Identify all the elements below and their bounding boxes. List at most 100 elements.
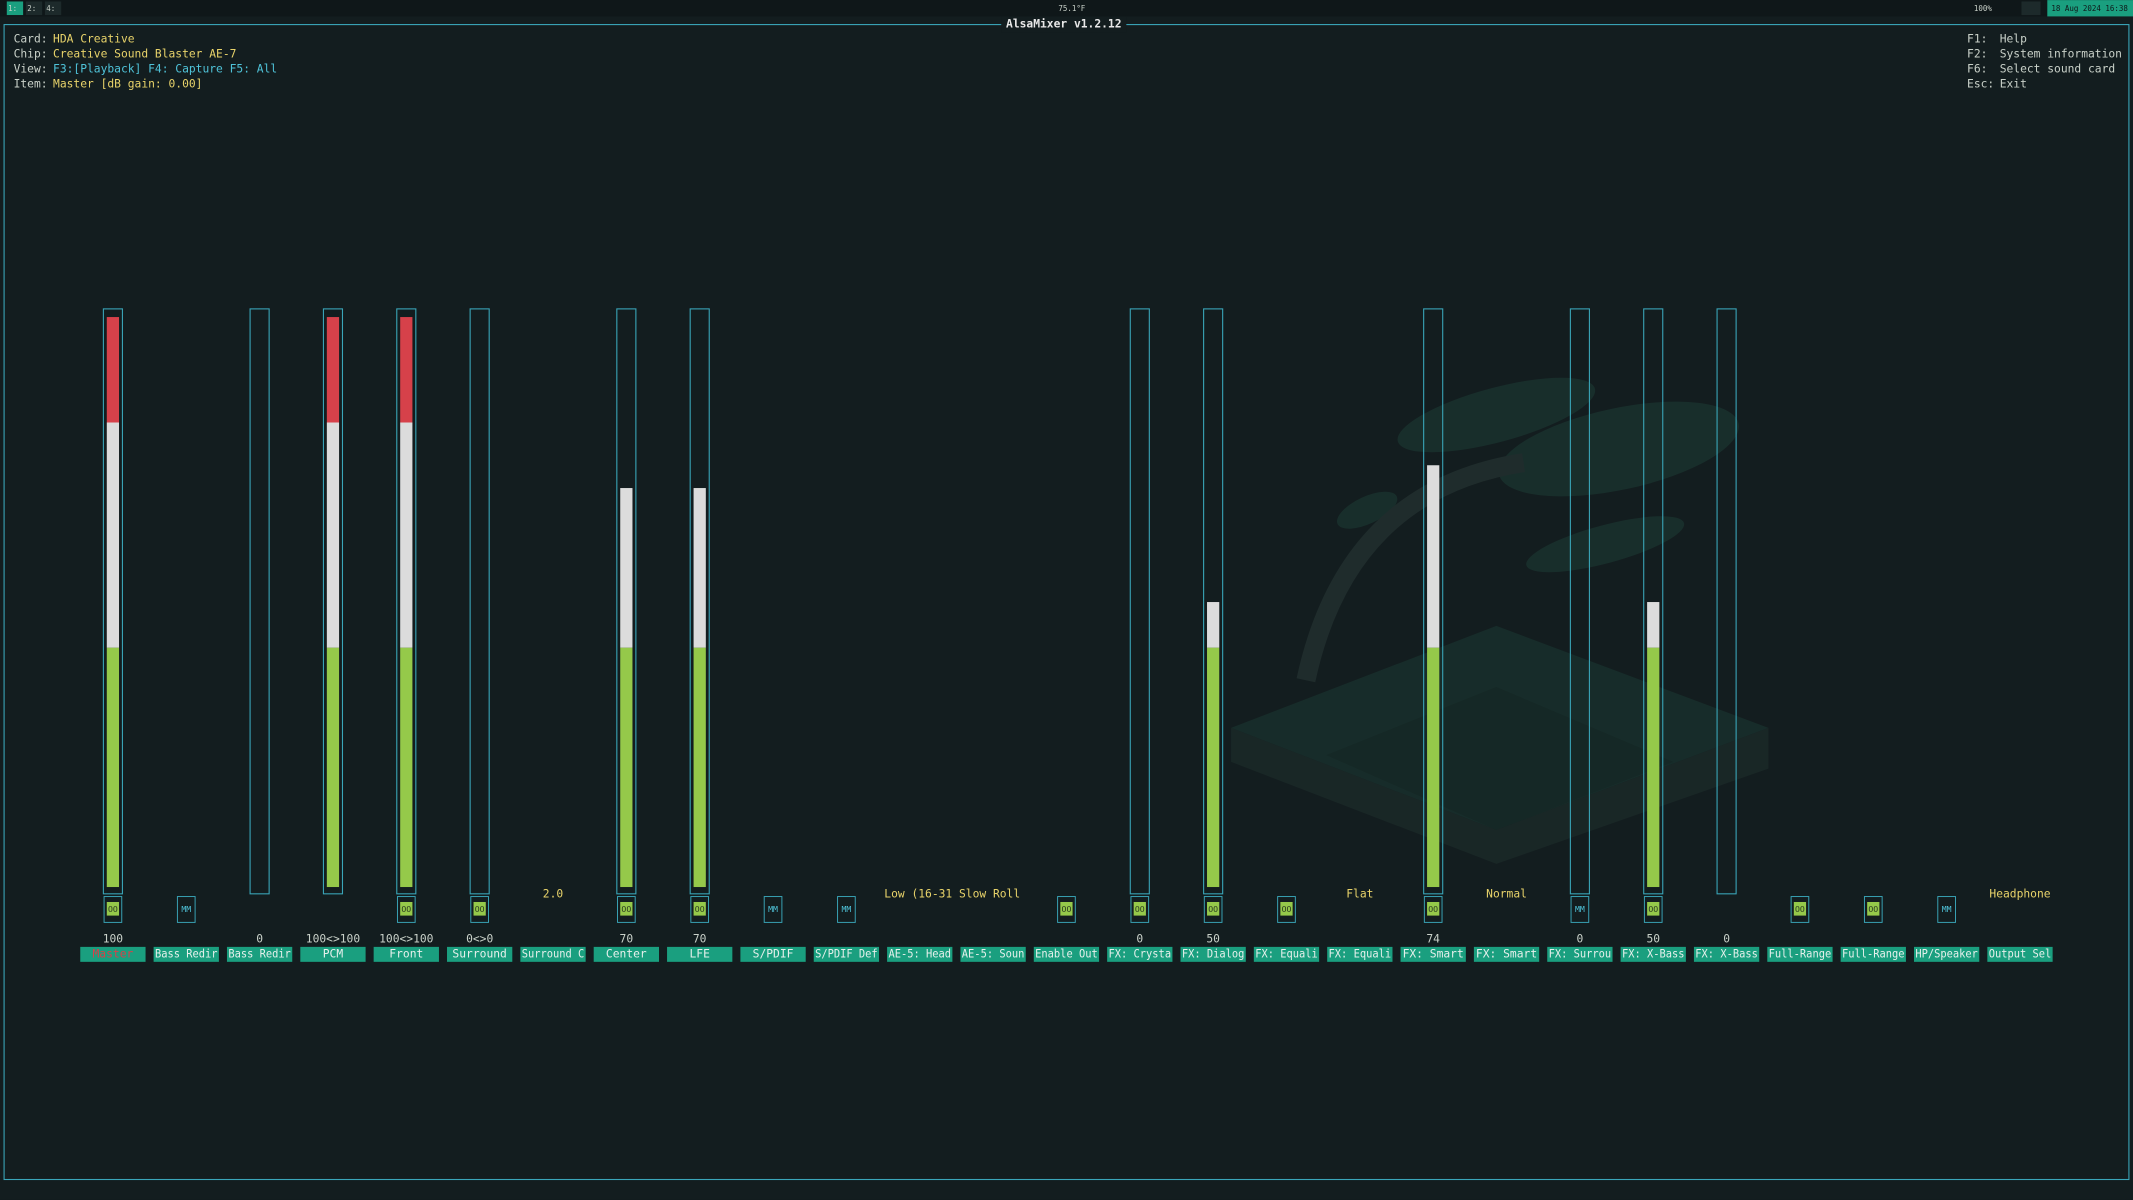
value-label: 50 bbox=[1206, 932, 1220, 945]
switch-state: OO bbox=[621, 904, 631, 914]
level-green bbox=[1207, 647, 1220, 888]
volume-frame bbox=[1423, 308, 1444, 895]
info-label: View: bbox=[14, 62, 48, 75]
control-name-bg bbox=[373, 946, 439, 962]
level-white bbox=[106, 422, 120, 648]
control-name: S/PDIF Def bbox=[815, 947, 878, 960]
level-white bbox=[400, 422, 413, 648]
control-name: FX: Smart bbox=[1476, 947, 1537, 960]
switch-frame bbox=[1790, 896, 1810, 923]
value-label: 100<>100 bbox=[379, 932, 434, 945]
level-white bbox=[620, 488, 633, 648]
switch-frame bbox=[763, 896, 783, 923]
switch-on bbox=[620, 901, 633, 916]
control-name: Front bbox=[389, 947, 423, 960]
level-green bbox=[620, 647, 633, 888]
control-name: HP/Speaker bbox=[1915, 947, 1978, 960]
switch-state: OO bbox=[401, 904, 411, 914]
control-name-bg bbox=[813, 946, 880, 962]
switch-on bbox=[1793, 901, 1807, 916]
control-name: FX: X-Bass bbox=[1695, 947, 1758, 960]
control-name-bg bbox=[740, 946, 806, 962]
switch-frame bbox=[470, 896, 489, 923]
control-name: Surround bbox=[452, 947, 506, 960]
help-key: F6: bbox=[1967, 62, 1987, 75]
control-name: FX: Surrou bbox=[1549, 947, 1612, 960]
control-name: FX: Dialog bbox=[1182, 947, 1245, 960]
control-name: FX: X-Bass bbox=[1622, 947, 1685, 960]
workspace-bg bbox=[44, 1, 62, 16]
volume-frame bbox=[1569, 308, 1590, 895]
control-name: FX: Equali bbox=[1255, 947, 1318, 960]
control-name-bg bbox=[1107, 946, 1173, 962]
level-green bbox=[400, 647, 413, 888]
workspace: 4: bbox=[46, 4, 55, 13]
control-name-bg bbox=[1033, 946, 1100, 962]
value-label: 70 bbox=[693, 932, 707, 945]
volume-frame bbox=[469, 308, 490, 895]
value-label: 100 bbox=[103, 932, 124, 945]
switch-state: MM bbox=[1575, 904, 1585, 914]
switch-frame bbox=[1130, 896, 1150, 923]
value-label: 100<>100 bbox=[306, 932, 361, 945]
control-name-bg bbox=[1473, 946, 1540, 962]
volume-frame bbox=[689, 308, 710, 895]
control-name-bg bbox=[300, 946, 366, 962]
control-name-bg bbox=[593, 946, 659, 962]
value-label: 70 bbox=[620, 932, 634, 945]
level-white bbox=[1427, 465, 1440, 648]
level-red bbox=[400, 317, 413, 423]
level-green bbox=[693, 647, 706, 888]
control-name: Full-Range bbox=[1842, 947, 1905, 960]
enum-value: 2.0 bbox=[543, 888, 564, 901]
value-label: 0 bbox=[1723, 932, 1730, 945]
switch-frame bbox=[1937, 896, 1956, 923]
status-box bbox=[2021, 1, 2041, 16]
help-text: Exit bbox=[2000, 77, 2027, 90]
info-value: F3:[Playback] F4: Capture F5: All bbox=[53, 62, 277, 75]
control-name: FX: Smart bbox=[1403, 947, 1464, 960]
control-name: Bass Redir bbox=[155, 947, 218, 960]
workspace: 2: bbox=[27, 4, 36, 13]
switch-on bbox=[1647, 901, 1660, 916]
volume-frame bbox=[1643, 308, 1664, 895]
value-label: 0<>0 bbox=[466, 932, 493, 945]
control-name: Full-Range bbox=[1769, 947, 1832, 960]
value-label: 50 bbox=[1646, 932, 1660, 945]
enum-value: Headphone bbox=[1989, 888, 2050, 901]
level-white bbox=[1207, 602, 1220, 648]
control-name: S/PDIF bbox=[753, 947, 794, 960]
switch-state: OO bbox=[475, 904, 485, 914]
info-label: Item: bbox=[14, 77, 48, 90]
control-name: Output Sel bbox=[1989, 947, 2052, 960]
level-white bbox=[1647, 602, 1660, 648]
switch-on bbox=[1133, 901, 1146, 916]
control-name-bg bbox=[960, 946, 1026, 962]
enum-value: Flat bbox=[1346, 888, 1373, 901]
switch-state: OO bbox=[1795, 904, 1805, 914]
switch-frame bbox=[1203, 896, 1223, 923]
info-value: HDA Creative bbox=[53, 33, 135, 46]
level-green bbox=[1427, 647, 1440, 888]
wallpaper-logo bbox=[1231, 377, 1769, 864]
volume-frame bbox=[1129, 308, 1150, 895]
control-name-bg bbox=[1767, 946, 1833, 962]
info-value: Master [dB gain: 0.00] bbox=[53, 77, 202, 90]
switch-state: MM bbox=[768, 904, 778, 914]
control-name-bg bbox=[1913, 946, 1980, 962]
switch-state: OO bbox=[1428, 904, 1438, 914]
enum-value: Normal bbox=[1486, 888, 1527, 901]
switch-state: OO bbox=[1208, 904, 1218, 914]
control-name-bg bbox=[520, 946, 586, 962]
switch-state: OO bbox=[1282, 904, 1292, 914]
help-text: Select sound card bbox=[2000, 62, 2115, 75]
control-name: AE-5: Soun bbox=[962, 947, 1025, 960]
switch-state: OO bbox=[108, 904, 118, 914]
control-name-bg bbox=[887, 946, 953, 962]
control-name-bg bbox=[1693, 946, 1760, 962]
switch-state: OO bbox=[1868, 904, 1878, 914]
volume-frame bbox=[616, 308, 637, 895]
switch-frame bbox=[396, 896, 416, 923]
switch-frame bbox=[1277, 896, 1296, 923]
info-value: Creative Sound Blaster AE-7 bbox=[53, 48, 236, 61]
